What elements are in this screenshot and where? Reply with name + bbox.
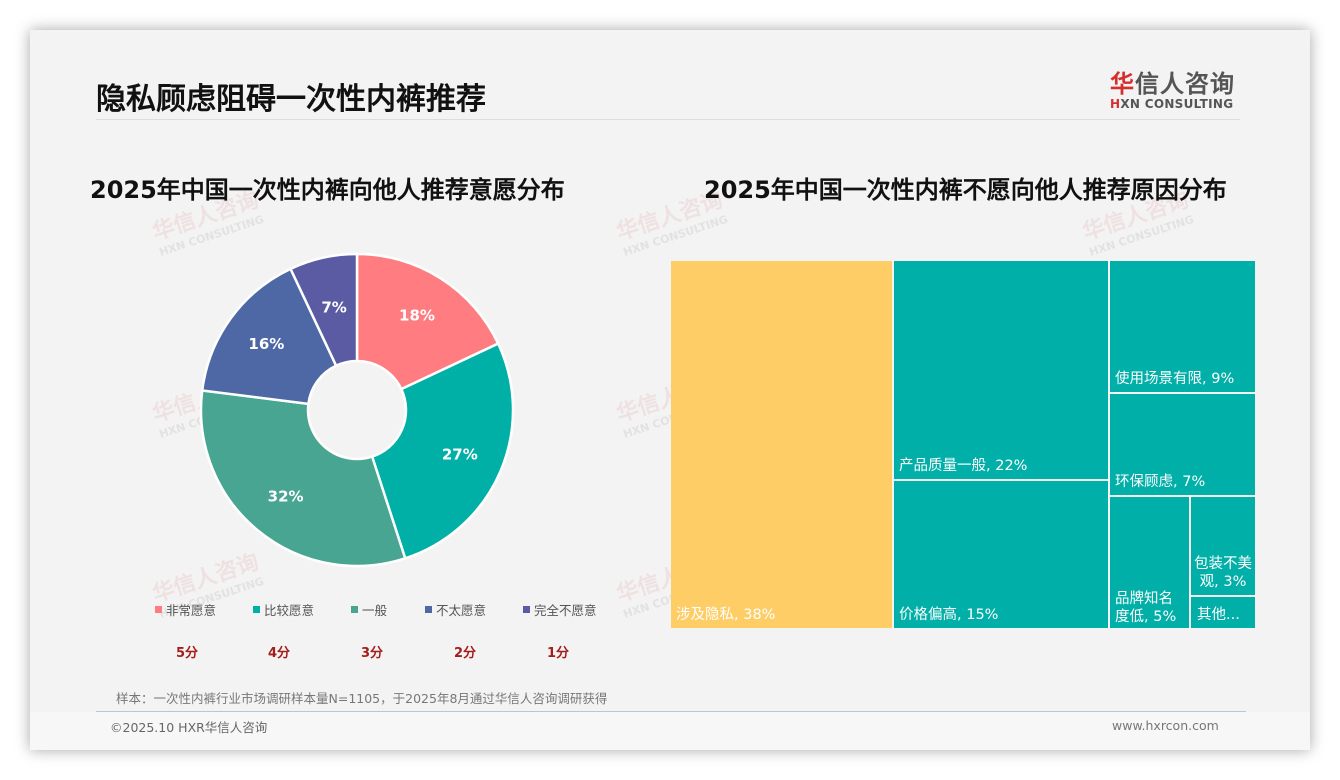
score-label: 5分 <box>176 646 199 661</box>
logo-en-text: XN CONSULTING <box>1120 97 1234 111</box>
slice-label: 7% <box>321 299 346 317</box>
company-logo: 华信人咨询 HXN CONSULTING <box>1110 64 1240 111</box>
title-divider <box>96 119 1240 120</box>
legend-item: 比较愿意 <box>253 600 351 619</box>
treemap-cell-price: 价格偏高, 15% <box>894 481 1108 628</box>
slide: 隐私顾虑阻碍一次性内裤推荐 华信人咨询 HXN CONSULTING 华信人咨询… <box>30 30 1310 750</box>
logo-en-accent: H <box>1110 97 1121 111</box>
score-label: 3分 <box>361 646 384 661</box>
treemap-cell-other: 其他... <box>1191 597 1255 628</box>
donut-slice <box>355 252 500 391</box>
legend-swatch <box>253 606 260 613</box>
legend-swatch <box>155 606 162 613</box>
legend-item: 不太愿意 <box>425 600 523 619</box>
footer <box>30 712 1310 750</box>
donut-slice <box>370 341 515 560</box>
legend-swatch <box>425 606 432 613</box>
score-label: 4分 <box>268 646 291 661</box>
treemap-chart-title: 2025年中国一次性内裤不愿向他人推荐原因分布 <box>704 176 1227 204</box>
sample-note: 样本：一次性内裤行业市场调研样本量N=1105，于2025年8月通过华信人咨询调… <box>116 691 608 706</box>
legend-swatch <box>351 606 358 613</box>
page-title: 隐私顾虑阻碍一次性内裤推荐 <box>96 82 486 117</box>
treemap-cell-eco: 环保顾虑, 7% <box>1110 394 1255 495</box>
slice-label: 16% <box>248 335 284 353</box>
treemap-cell-privacy: 涉及隐私, 38% <box>671 261 892 628</box>
donut-legend: 非常愿意 比较愿意 一般 不太愿意 完全不愿意 <box>155 600 621 619</box>
copyright: ©2025.10 HXR华信人咨询 <box>110 720 268 735</box>
donut-slice <box>288 252 359 368</box>
donut-chart: 18% 27% 32% 16% 7% <box>199 252 515 568</box>
footer-divider <box>96 711 1246 712</box>
logo-accent: 华 <box>1110 70 1135 98</box>
slice-label: 27% <box>442 445 478 463</box>
legend-swatch <box>523 606 530 613</box>
treemap-cell-brand: 品牌知名度低, 5% <box>1110 497 1189 628</box>
treemap-chart: 涉及隐私, 38% 产品质量一般, 22% 价格偏高, 15% 使用场景有限, … <box>671 261 1255 628</box>
score-label: 1分 <box>547 646 570 661</box>
donut-chart-title: 2025年中国一次性内裤向他人推荐意愿分布 <box>90 176 565 204</box>
treemap-cell-packaging: 包装不美观, 3% <box>1191 497 1255 595</box>
score-label: 2分 <box>454 646 477 661</box>
legend-item: 完全不愿意 <box>523 600 621 619</box>
donut-slice <box>200 267 338 406</box>
website-link[interactable]: www.hxrcon.com <box>1112 718 1219 733</box>
legend-item: 非常愿意 <box>155 600 253 619</box>
logo-cn-text: 信人咨询 <box>1135 70 1235 98</box>
slice-label: 32% <box>268 487 304 505</box>
treemap-cell-quality: 产品质量一般, 22% <box>894 261 1108 479</box>
legend-item: 一般 <box>351 600 425 619</box>
slice-label: 18% <box>399 306 435 324</box>
treemap-cell-scenario: 使用场景有限, 9% <box>1110 261 1255 392</box>
donut-slice <box>199 389 407 568</box>
